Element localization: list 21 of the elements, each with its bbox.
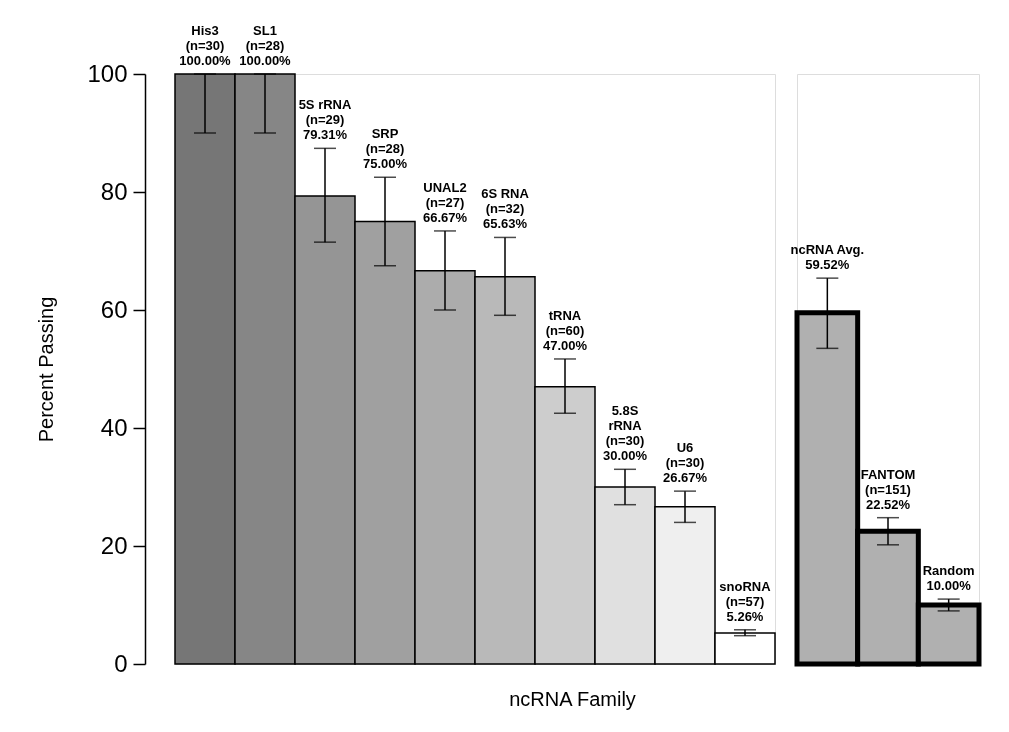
text: FANTOM (n=151) 22.52% [860, 466, 916, 512]
y-tick-label: 80 [100, 177, 128, 205]
y-tick-label: 20 [100, 531, 128, 559]
y-tick-label: 100 [87, 59, 128, 87]
y-axis-title: Percent Passing [35, 296, 58, 443]
text: SRP (n=28) 75.00% [362, 126, 408, 172]
text: U6 (n=30) 26.67% [662, 440, 708, 486]
text: UNAL2 (n=27) 66.67% [422, 179, 468, 225]
y-tick-label: 40 [100, 413, 128, 441]
text: SL1 (n=28) 100.00% [239, 23, 291, 68]
text: 6S RNA (n=32) 65.63% [481, 186, 529, 232]
text: 5.8S rRNA (n=30) 30.00% [602, 403, 648, 464]
text: ncRNA Avg. 59.52% [790, 242, 865, 273]
x-axis-title: ncRNA Family [509, 687, 636, 710]
text: tRNA (n=60) 47.00% [542, 307, 588, 353]
y-tick-label: 60 [100, 295, 128, 323]
text: 5S rRNA (n=29) 79.31% [298, 97, 352, 143]
text: snoRNA (n=57) 5.26% [719, 578, 771, 624]
text: His3 (n=30) 100.00% [179, 23, 231, 68]
y-tick-label: 0 [114, 649, 128, 677]
text: Random 10.00% [922, 563, 975, 594]
